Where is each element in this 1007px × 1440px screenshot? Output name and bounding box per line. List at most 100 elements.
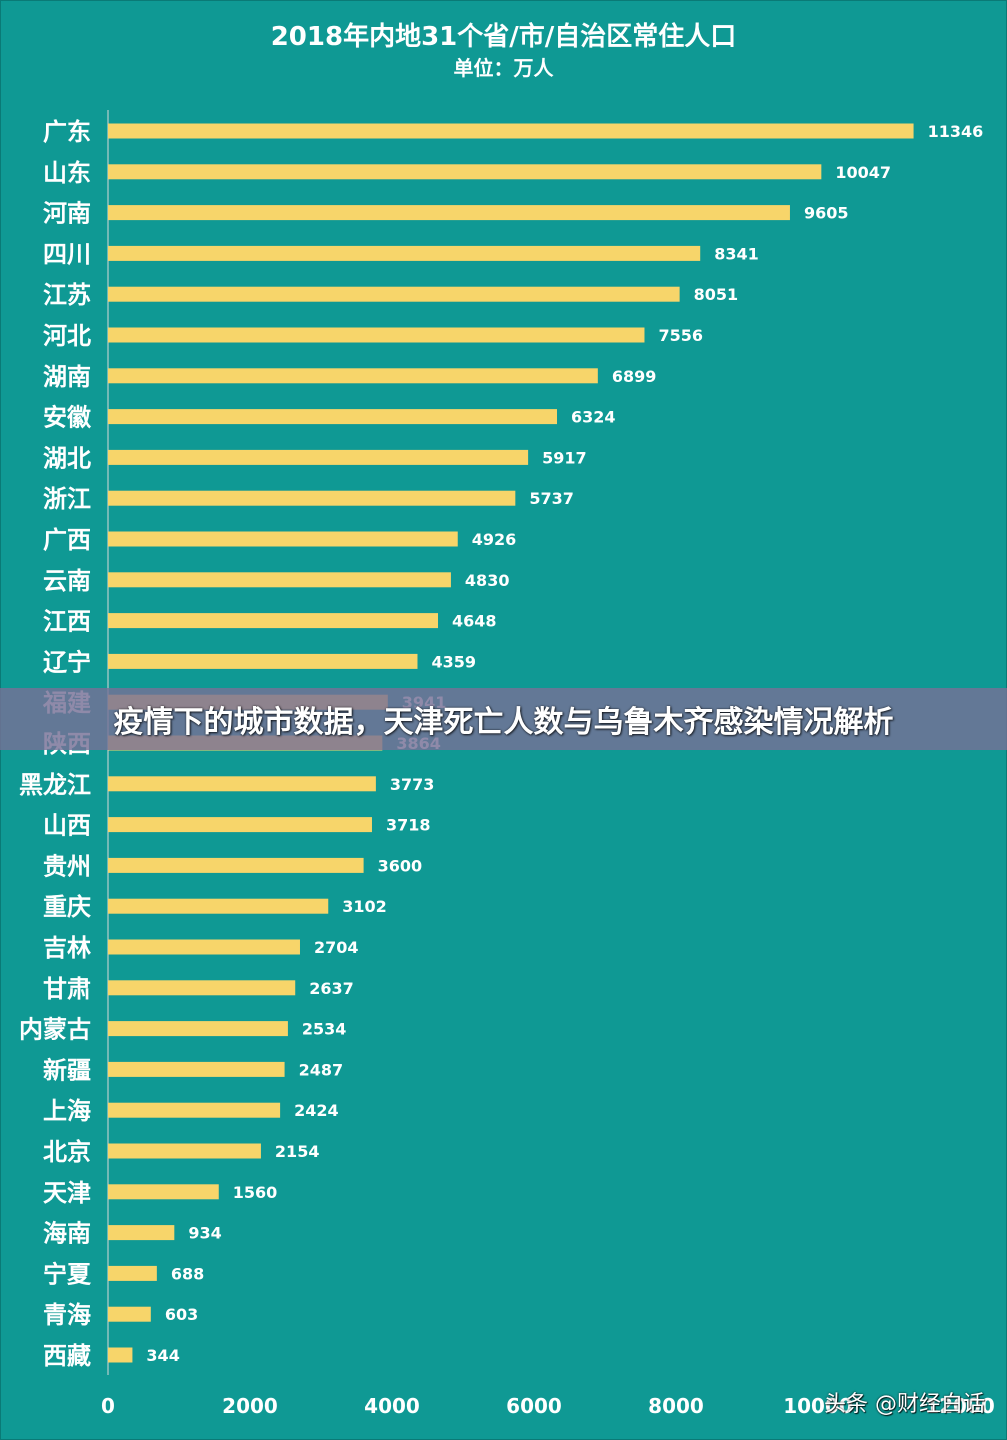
category-label: 湖南	[43, 363, 91, 391]
bar	[108, 205, 790, 221]
data-label: 8341	[714, 244, 759, 263]
data-label: 688	[171, 1264, 204, 1283]
data-label: 6324	[571, 408, 616, 427]
x-tick-label: 2000	[222, 1394, 278, 1418]
category-label: 广东	[43, 118, 91, 146]
bar	[108, 980, 296, 996]
bar	[108, 409, 558, 425]
bar	[108, 776, 376, 792]
category-label: 四川	[43, 240, 91, 268]
bar	[108, 1102, 281, 1118]
data-label: 1560	[233, 1183, 278, 1202]
x-tick-label: 12000	[925, 1394, 995, 1418]
data-label: 3773	[390, 775, 435, 794]
bar	[108, 653, 418, 669]
bar	[108, 1184, 219, 1200]
category-label: 安徽	[43, 404, 92, 432]
headline-banner: 疫情下的城市数据，天津死亡人数与乌鲁木齐感染情况解析	[0, 688, 1007, 750]
bar	[108, 1143, 261, 1159]
category-label: 河北	[43, 322, 91, 350]
category-label: 重庆	[43, 893, 91, 921]
bar	[108, 613, 439, 629]
x-tick-label: 6000	[506, 1394, 562, 1418]
data-label: 11346	[928, 122, 984, 141]
category-label: 广西	[43, 526, 91, 554]
bar	[108, 1265, 157, 1281]
data-label: 3600	[378, 856, 423, 875]
category-label: 河南	[43, 200, 91, 228]
data-label: 2637	[309, 979, 354, 998]
data-label: 4648	[452, 612, 497, 631]
data-label: 4926	[472, 530, 517, 549]
category-label: 江西	[43, 608, 91, 636]
category-label: 黑龙江	[19, 771, 91, 799]
bar	[108, 286, 680, 302]
category-label: 云南	[43, 567, 91, 595]
category-label: 天津	[43, 1179, 91, 1207]
category-label: 江苏	[43, 281, 91, 309]
bar	[108, 368, 598, 384]
category-label: 内蒙古	[19, 1016, 91, 1044]
bar	[108, 327, 645, 343]
category-label: 山东	[43, 159, 91, 187]
category-label: 海南	[43, 1220, 91, 1248]
bar	[108, 898, 329, 914]
category-label: 青海	[43, 1301, 91, 1329]
bar	[108, 123, 914, 139]
bar	[108, 245, 701, 261]
data-label: 5737	[529, 489, 574, 508]
data-label: 934	[188, 1224, 221, 1243]
x-tick-label: 8000	[648, 1394, 704, 1418]
category-label: 辽宁	[43, 648, 91, 676]
headline-text: 疫情下的城市数据，天津死亡人数与乌鲁木齐感染情况解析	[113, 705, 894, 740]
bar	[108, 490, 516, 506]
data-label: 344	[146, 1346, 179, 1365]
data-label: 9605	[804, 204, 849, 223]
bar	[108, 1021, 288, 1037]
category-label: 贵州	[43, 852, 91, 880]
bar	[108, 939, 300, 955]
bar	[108, 1061, 285, 1077]
watermark: 头条 @财经白话	[824, 1392, 985, 1417]
data-label: 603	[165, 1305, 198, 1324]
category-label: 浙江	[43, 485, 91, 513]
data-label: 3718	[386, 816, 431, 835]
x-tick-label: 0	[101, 1394, 115, 1418]
bar	[108, 1225, 175, 1241]
bar	[108, 857, 364, 873]
chart-title: 2018年内地31个省/市/自治区常住人口	[270, 22, 737, 52]
data-label: 2154	[275, 1142, 320, 1161]
bar	[108, 1306, 151, 1322]
bar	[108, 572, 451, 588]
data-label: 2534	[302, 1020, 347, 1039]
data-label: 2704	[314, 938, 359, 957]
x-tick-label: 10000	[783, 1394, 853, 1418]
data-label: 4359	[431, 652, 476, 671]
x-tick-label: 4000	[364, 1394, 420, 1418]
category-label: 吉林	[43, 934, 91, 962]
data-label: 4830	[465, 571, 510, 590]
category-label: 新疆	[43, 1056, 91, 1084]
category-label: 湖北	[43, 444, 91, 472]
bar	[108, 449, 529, 465]
data-label: 10047	[835, 163, 891, 182]
data-label: 7556	[658, 326, 703, 345]
category-label: 山西	[43, 812, 91, 840]
category-label: 北京	[43, 1138, 91, 1166]
data-label: 8051	[694, 285, 739, 304]
data-label: 3102	[342, 897, 387, 916]
data-label: 5917	[542, 448, 587, 467]
bar	[108, 531, 458, 547]
category-label: 宁夏	[43, 1260, 92, 1288]
category-label: 西藏	[43, 1342, 91, 1370]
data-label: 2487	[299, 1060, 344, 1079]
bar	[108, 164, 822, 180]
chart-subtitle: 单位：万人	[453, 56, 554, 80]
bar	[108, 1347, 133, 1363]
bar	[108, 817, 372, 833]
data-label: 2424	[294, 1101, 339, 1120]
category-label: 甘肃	[43, 975, 91, 1003]
data-label: 6899	[612, 367, 657, 386]
category-label: 上海	[43, 1097, 91, 1125]
